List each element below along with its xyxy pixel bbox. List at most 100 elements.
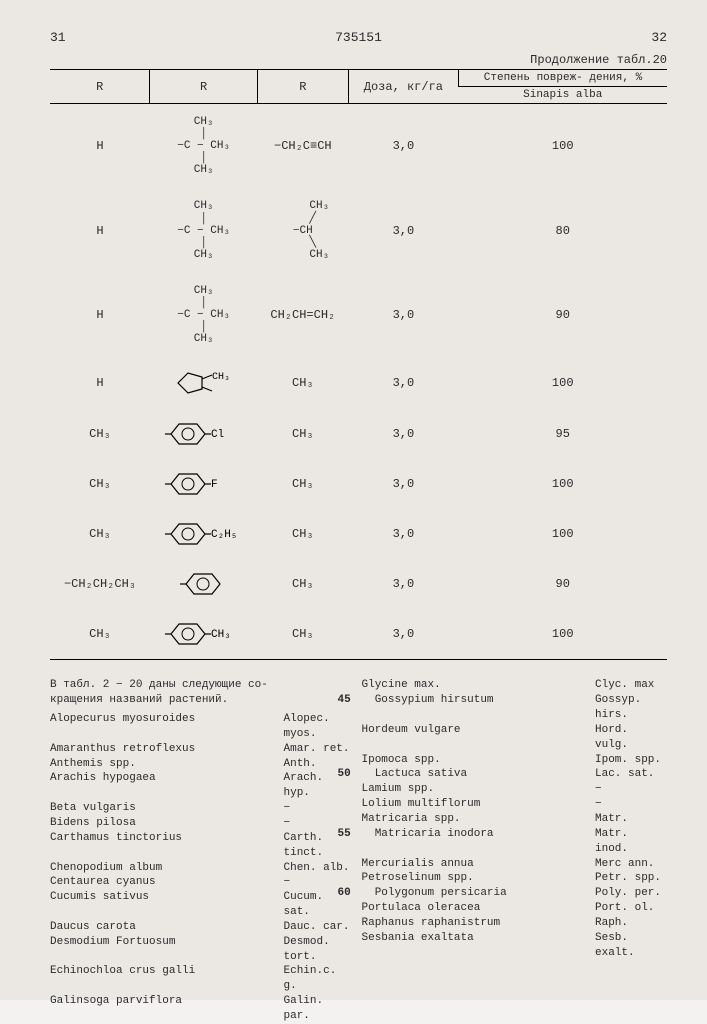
- data-table: R R R Доза, кг/га Степень повреж- дения,…: [50, 69, 667, 660]
- doc-number: 735151: [335, 30, 382, 45]
- table-row: CH₃ C₂H₅ CH₃ 3,0 100: [50, 509, 667, 559]
- cell-r2: [150, 559, 257, 609]
- cell-r1: CH₃: [50, 459, 150, 509]
- cell-damage: 100: [458, 459, 667, 509]
- cell-r3: −CH₂C≡CH: [257, 104, 348, 189]
- cell-r2: F: [150, 459, 257, 509]
- cell-r2: CH₃: [150, 357, 257, 409]
- species-name: Matricaria spp.: [362, 812, 592, 827]
- abbrev-intro: В табл. 2 − 20 даны следующие со- кращен…: [50, 678, 356, 708]
- species-name: Amaranthus retroflexus: [50, 742, 280, 757]
- species-name: Centaurea cyanus: [50, 875, 280, 890]
- cell-dose: 3,0: [348, 559, 458, 609]
- table-row: CH₃ Cl CH₃ 3,0 95: [50, 409, 667, 459]
- species-abbr: Amar. ret.: [280, 742, 356, 757]
- abbrev-row: Hordeum vulgareHord. vulg.: [362, 723, 668, 753]
- abbrev-row: Portulaca oleraceaPort. ol.: [362, 901, 668, 916]
- species-name: Mercurialis annua: [362, 857, 592, 872]
- abbrev-row: Chenopodium albumChen. alb.: [50, 861, 356, 876]
- abbrev-row: Matricaria spp.Matr.: [362, 812, 668, 827]
- species-name: Petroselinum spp.: [362, 871, 592, 886]
- cell-dose: 3,0: [348, 459, 458, 509]
- species-abbr: Matr.: [591, 812, 667, 827]
- species-name: Lactuca sativa: [375, 767, 591, 782]
- species-name: Alopecurus myosuroides: [50, 712, 280, 742]
- abbrev-row: Glycine max.Clyc. max: [362, 678, 668, 693]
- abbrev-row: Galinsoga parvifloraGalin. par.: [50, 994, 356, 1024]
- cell-dose: 3,0: [348, 188, 458, 272]
- line-number: 60: [338, 886, 351, 901]
- cell-r1: CH₃: [50, 509, 150, 559]
- cell-dose: 3,0: [348, 509, 458, 559]
- species-name: Chenopodium album: [50, 861, 280, 876]
- species-name: Lolium multiflorum: [362, 797, 592, 812]
- cell-r3: CH₃ ╱ −CH ╲ CH₃: [257, 188, 348, 272]
- species-name: Hordeum vulgare: [362, 723, 592, 753]
- cell-damage: 90: [458, 273, 667, 357]
- abbrev-row: 45Gossypium hirsutumGossyp. hirs.: [362, 693, 668, 723]
- species-abbr: Ipom. spp.: [591, 753, 667, 768]
- abbrev-row: Centaurea cyanus−: [50, 875, 356, 890]
- species-name: Sesbania exaltata: [362, 931, 592, 961]
- cell-damage: 100: [458, 357, 667, 409]
- species-abbr: Sesb. exalt.: [591, 931, 667, 961]
- species-abbr: −: [280, 801, 356, 816]
- cell-damage: 100: [458, 609, 667, 660]
- svg-text:CH₃: CH₃: [211, 629, 231, 641]
- col-r1: R: [50, 70, 150, 104]
- abbrev-row: Daucus carotaDauc. car.: [50, 920, 356, 935]
- cell-r1: CH₃: [50, 409, 150, 459]
- abbrev-row: Echinochloa crus galliEchin.c. g.: [50, 964, 356, 994]
- abbrev-row: 60Polygonum persicariaPoly. per.: [362, 886, 668, 901]
- page-left: 31: [50, 30, 66, 45]
- svg-text:C₂H₅: C₂H₅: [211, 529, 237, 541]
- species-name: Desmodium Fortuosum: [50, 935, 280, 965]
- cell-r3: CH₃: [257, 357, 348, 409]
- species-abbr: Chen. alb.: [280, 861, 356, 876]
- cell-r2: CH₃: [150, 609, 257, 660]
- species-abbr: Echin.c. g.: [280, 964, 356, 994]
- cell-damage: 95: [458, 409, 667, 459]
- abbrev-row: Desmodium FortuosumDesmod. tort.: [50, 935, 356, 965]
- species-abbr: Matr. inod.: [591, 827, 667, 857]
- col-dose: Доза, кг/га: [348, 70, 458, 104]
- cell-damage: 100: [458, 104, 667, 189]
- species-name: Raphanus raphanistrum: [362, 916, 592, 931]
- species-abbr: Galin. par.: [280, 994, 356, 1024]
- abbrev-row: Raphanus raphanistrumRaph.: [362, 916, 668, 931]
- cell-dose: 3,0: [348, 609, 458, 660]
- species-abbr: −: [591, 797, 667, 812]
- species-name: Polygonum persicaria: [375, 886, 591, 901]
- species-name: Lamium spp.: [362, 782, 592, 797]
- col-r3: R: [257, 70, 348, 104]
- abbrev-row: 55Matricaria inodoraMatr. inod.: [362, 827, 668, 857]
- species-abbr: Clyc. max: [591, 678, 667, 693]
- col-damage-bottom: Sinapis alba: [458, 87, 667, 104]
- cell-r2: CH₃ │ −C − CH₃ │ CH₃: [150, 188, 257, 272]
- species-abbr: Merc ann.: [591, 857, 667, 872]
- species-abbr: Petr. spp.: [591, 871, 667, 886]
- species-name: Anthemis spp.: [50, 757, 280, 772]
- table-row: CH₃ F CH₃ 3,0 100: [50, 459, 667, 509]
- table-row: H CH₃ │ −C − CH₃ │ CH₃ −CH₂C≡CH 3,0 100: [50, 104, 667, 189]
- cell-r1: H: [50, 273, 150, 357]
- species-name: Arachis hypogaea: [50, 771, 280, 801]
- species-name: Echinochloa crus galli: [50, 964, 280, 994]
- cell-r1: CH₃: [50, 609, 150, 660]
- species-name: Portulaca oleracea: [362, 901, 592, 916]
- species-abbr: Raph.: [591, 916, 667, 931]
- cell-r2: C₂H₅: [150, 509, 257, 559]
- cell-r3: CH₃: [257, 559, 348, 609]
- cell-r1: −CH₂CH₂CH₃: [50, 559, 150, 609]
- cell-r1: H: [50, 357, 150, 409]
- species-name: Cucumis sativus: [50, 890, 280, 920]
- cell-r1: H: [50, 188, 150, 272]
- left-list: Alopecurus myosuroidesAlopec. myos.Amara…: [50, 712, 356, 1024]
- abbrev-row: Lamium spp.−: [362, 782, 668, 797]
- species-name: Glycine max.: [362, 678, 592, 693]
- page-header: 31 735151 32: [50, 30, 667, 45]
- cell-dose: 3,0: [348, 104, 458, 189]
- species-name: Bidens pilosa: [50, 816, 280, 831]
- abbrev-row: Amaranthus retroflexusAmar. ret.: [50, 742, 356, 757]
- cell-r3: CH₃: [257, 509, 348, 559]
